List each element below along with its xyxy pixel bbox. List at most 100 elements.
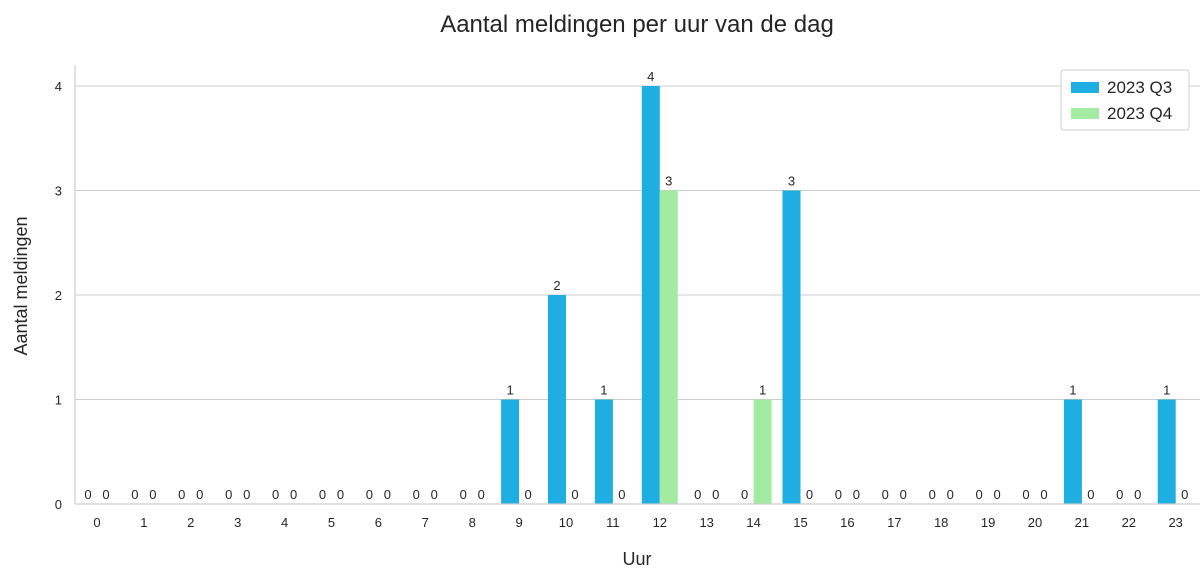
- bar-value-label: 0: [384, 487, 391, 502]
- bar-value-label: 0: [319, 487, 326, 502]
- x-tick-label: 6: [375, 515, 382, 530]
- x-tick-label: 21: [1075, 515, 1089, 530]
- y-tick-label: 1: [55, 393, 62, 408]
- legend: 2023 Q3 2023 Q4: [1060, 69, 1190, 131]
- bar-value-label: 0: [102, 487, 109, 502]
- y-tick-label: 4: [55, 79, 62, 94]
- bar-value-label: 0: [290, 487, 297, 502]
- bars: [501, 86, 1176, 504]
- bar-value-label: 0: [694, 487, 701, 502]
- bar-2023-q3: [1157, 399, 1176, 504]
- bar-value-label: 0: [272, 487, 279, 502]
- bar-value-label: 0: [882, 487, 889, 502]
- x-tick-label: 0: [93, 515, 100, 530]
- bar-value-label: 0: [1087, 487, 1094, 502]
- bar-value-label: 0: [196, 487, 203, 502]
- bar-value-label: 0: [149, 487, 156, 502]
- x-tick-label: 10: [559, 515, 573, 530]
- x-tick-label: 14: [746, 515, 760, 530]
- bar-value-label: 0: [366, 487, 373, 502]
- bar-2023-q3: [548, 295, 566, 504]
- bar-2023-q3: [641, 86, 660, 504]
- bar-2023-q4: [659, 190, 678, 504]
- x-tick-label: 15: [793, 515, 807, 530]
- x-tick-label: 2: [187, 515, 194, 530]
- bar-value-label: 0: [225, 487, 232, 502]
- bar-value-label: 0: [243, 487, 250, 502]
- y-tick-label: 2: [55, 288, 62, 303]
- bar-value-label: 0: [1116, 487, 1123, 502]
- bar-value-label: 0: [1134, 487, 1141, 502]
- x-tick-label: 3: [234, 515, 241, 530]
- bar-value-label: 3: [788, 174, 795, 189]
- x-tick-label: 20: [1028, 515, 1042, 530]
- x-tick-label: 8: [469, 515, 476, 530]
- bar-value-label: 1: [600, 383, 607, 398]
- bar-value-label: 1: [506, 383, 513, 398]
- bar-value-label: 0: [478, 487, 485, 502]
- bar-value-label: 0: [947, 487, 954, 502]
- legend-swatch-q3: [1071, 82, 1099, 93]
- bar-value-label: 0: [853, 487, 860, 502]
- gridlines: [75, 85, 1200, 400]
- bar-value-label: 0: [900, 487, 907, 502]
- x-tick-label: 11: [606, 515, 620, 530]
- bar-value-label: 0: [835, 487, 842, 502]
- y-tick-label: 0: [55, 497, 62, 512]
- bar-value-label: 0: [524, 487, 531, 502]
- legend-swatch-q4: [1071, 108, 1099, 119]
- bar-value-label: 0: [929, 487, 936, 502]
- bar-value-label: 4: [647, 69, 654, 84]
- x-tick-label: 18: [934, 515, 948, 530]
- y-axis-label: Aantal meldingen: [11, 216, 31, 355]
- bar-value-label: 0: [337, 487, 344, 502]
- bar-value-label: 3: [665, 174, 672, 189]
- x-tick-label: 1: [140, 515, 147, 530]
- x-tick-label: 19: [981, 515, 995, 530]
- bar-value-label: 0: [806, 487, 813, 502]
- bar-value-label: 0: [741, 487, 748, 502]
- x-tick-label: 12: [653, 515, 667, 530]
- bar-value-label: 0: [712, 487, 719, 502]
- bar-value-label: 0: [131, 487, 138, 502]
- bar-value-label: 0: [975, 487, 982, 502]
- x-tick-label: 17: [887, 515, 901, 530]
- x-tick-label: 4: [281, 515, 288, 530]
- x-tick-label: 13: [699, 515, 713, 530]
- bar-value-label: 2: [553, 278, 560, 293]
- bar-value-label: 1: [1163, 383, 1170, 398]
- bar-2023-q3: [1063, 399, 1082, 504]
- bar-2023-q3: [782, 190, 801, 504]
- bar-value-label: 0: [178, 487, 185, 502]
- x-tick-label: 22: [1122, 515, 1136, 530]
- bar-value-label: 0: [618, 487, 625, 502]
- bar-value-label: 0: [1040, 487, 1047, 502]
- bar-value-label: 0: [993, 487, 1000, 502]
- bar-value-label: 1: [1069, 383, 1076, 398]
- x-axis-label: Uur: [622, 549, 651, 569]
- x-tick-label: 5: [328, 515, 335, 530]
- bar-value-label: 0: [413, 487, 420, 502]
- bar-value-label: 0: [84, 487, 91, 502]
- bar-value-label: 0: [1022, 487, 1029, 502]
- bar-value-label: 0: [571, 487, 578, 502]
- bar-2023-q3: [501, 399, 520, 504]
- bar-value-label: 0: [1181, 487, 1188, 502]
- bar-2023-q4: [753, 399, 772, 504]
- y-tick-label: 3: [55, 184, 62, 199]
- x-tick-label: 16: [840, 515, 854, 530]
- x-tick-label: 23: [1168, 515, 1182, 530]
- legend-label-q3: 2023 Q3: [1107, 78, 1172, 97]
- legend-label-q4: 2023 Q4: [1107, 104, 1172, 123]
- bar-2023-q3: [594, 399, 613, 504]
- bar-value-label: 1: [759, 383, 766, 398]
- bar-value-label: 0: [460, 487, 467, 502]
- bar-value-label: 0: [431, 487, 438, 502]
- x-tick-label: 9: [515, 515, 522, 530]
- x-tick-label: 7: [422, 515, 429, 530]
- chart-title: Aantal meldingen per uur van de dag: [440, 11, 834, 38]
